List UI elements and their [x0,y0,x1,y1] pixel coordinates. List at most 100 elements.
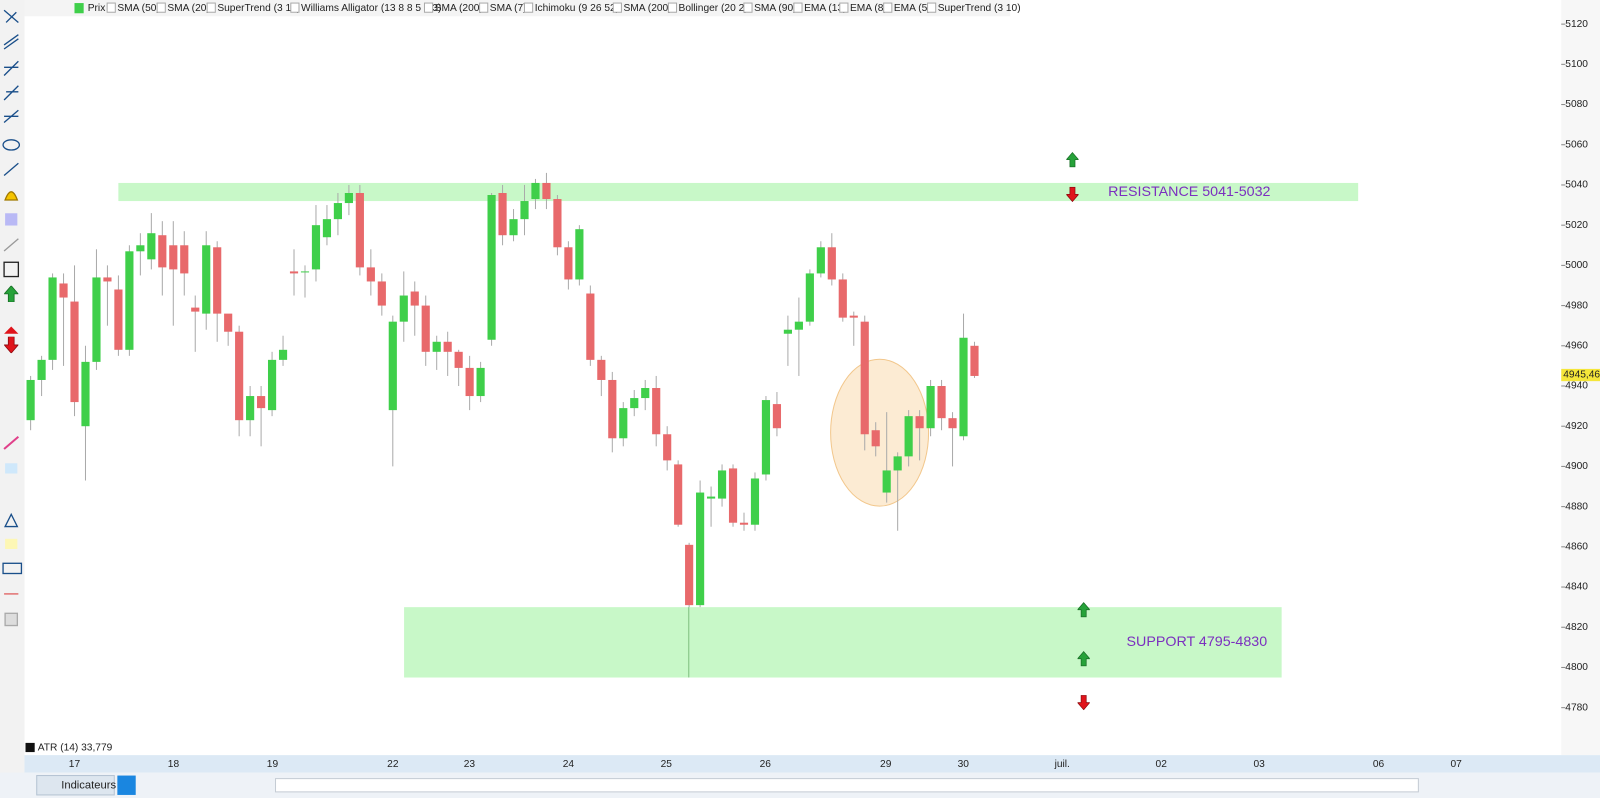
candle-body [564,247,573,280]
y-tick-label: 4960 [1565,340,1588,351]
candle-body [465,367,474,397]
x-axis-panel [24,755,1600,773]
legend-item[interactable]: SMA (50) [117,3,159,14]
share-button[interactable] [117,775,136,795]
legend-checkbox[interactable] [743,2,753,13]
candle-body [235,331,244,421]
legend-item[interactable]: Williams Alligator (13 8 8 5 5 3) [301,3,441,14]
candle-body [224,313,233,332]
candle-body [421,305,430,352]
x-tick-label: 30 [958,759,970,770]
legend-item[interactable]: Ichimoku (9 26 52) [535,3,619,14]
legend-checkbox[interactable] [423,2,434,13]
x-tick-label: 22 [387,759,399,770]
legend-checkbox[interactable] [479,2,489,13]
candle-body [202,245,211,314]
candle-body [443,341,452,352]
atr-swatch [25,742,35,753]
candle-body [311,225,321,270]
legend-item[interactable]: Prix [88,3,106,14]
candle-body [674,464,683,525]
legend-item[interactable]: Bollinger (20 2) [679,3,748,14]
candle-body [454,351,463,368]
legend-checkbox[interactable] [523,2,534,13]
legend-item[interactable]: EMA (13) [804,3,846,14]
last-price-label: 4945,46 [1563,370,1600,381]
candle-body [26,379,35,421]
legend-checkbox[interactable] [290,2,300,13]
candle-body [652,388,661,435]
legend-item[interactable]: SMA (90) [754,3,796,14]
x-tick-label: 07 [1450,759,1462,770]
candle-body [377,281,386,306]
candle-body [289,271,299,274]
legend-checkbox[interactable] [156,2,166,13]
legend-item[interactable]: EMA (5) [894,3,931,14]
legend-checkbox[interactable] [106,2,116,13]
candle-body [860,321,869,435]
candle-body [937,386,946,419]
legend-checkbox[interactable] [612,2,622,13]
candle-body [388,321,397,411]
candle-body [520,201,529,220]
atr-label: ATR (14) 33,779 [38,743,113,754]
zone-label: SUPPORT 4795-4830 [1127,634,1268,650]
legend-item[interactable]: SuperTrend (3 10) [217,3,300,14]
candle-body [926,386,935,429]
x-tick-label: 26 [760,759,772,770]
candle-body [180,245,189,274]
legend-item[interactable]: EMA (8) [850,3,887,14]
candle-body [114,289,123,350]
legend-checkbox[interactable] [883,2,893,13]
candle-body [970,345,979,376]
y-tick-label: 4980 [1565,300,1588,311]
last-price-box [1561,368,1600,382]
candle-body [685,544,694,606]
legend-item[interactable]: SMA (7) [490,3,527,14]
y-tick-label: 5000 [1565,260,1588,271]
candle-body [575,229,584,280]
left-toolbar [0,0,25,798]
y-tick-label: 5060 [1565,139,1588,150]
y-tick-label: 5120 [1565,19,1588,30]
candle-body [498,193,507,236]
x-tick-label: 18 [168,759,180,770]
candle-body [849,315,858,318]
candle-body [355,193,364,268]
legend-checkbox[interactable] [793,2,803,13]
x-tick-label: 23 [464,759,476,770]
x-tick-label: 25 [661,759,673,770]
candle-body [816,247,825,274]
legend-checkbox[interactable] [927,2,937,13]
candle-body [92,277,101,362]
legend-swatch [74,3,84,14]
candle-body [838,279,847,318]
candle-body [827,247,836,280]
candle-body [399,295,408,322]
legend-checkbox[interactable] [839,2,849,13]
candle-body [630,398,639,409]
tool-icons[interactable] [2,9,23,627]
indicators-label[interactable]: Indicateurs [61,780,116,792]
indicators-button[interactable] [36,775,115,796]
y-tick-label: 4840 [1565,582,1588,593]
scrollbar[interactable] [275,778,1419,793]
legend-item[interactable]: SMA (20) [167,3,209,14]
y-tick-label: 4860 [1565,542,1588,553]
legend-checkbox[interactable] [206,2,216,13]
candle-body [267,359,277,411]
y-tick-label: 4920 [1565,421,1588,432]
top-toolbar [24,0,1011,17]
candle-body [344,193,353,204]
legend-checkbox[interactable] [667,2,678,13]
legend-item[interactable]: SuperTrend (3 10) [938,3,1021,14]
candle-body [739,522,749,525]
candle-body [509,219,518,236]
legend-item[interactable]: SMA (200) [435,3,483,14]
candle-body [257,396,266,409]
candle-body [750,478,760,525]
legend-item[interactable]: SMA (200) [623,3,671,14]
x-tick-label: 06 [1373,759,1385,770]
